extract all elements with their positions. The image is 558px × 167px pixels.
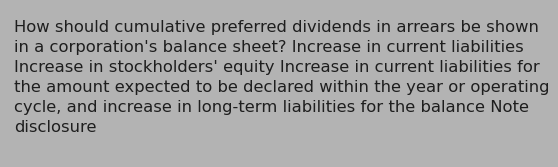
Text: How should cumulative preferred dividends in arrears be shown
in a corporation's: How should cumulative preferred dividend… (14, 20, 550, 135)
